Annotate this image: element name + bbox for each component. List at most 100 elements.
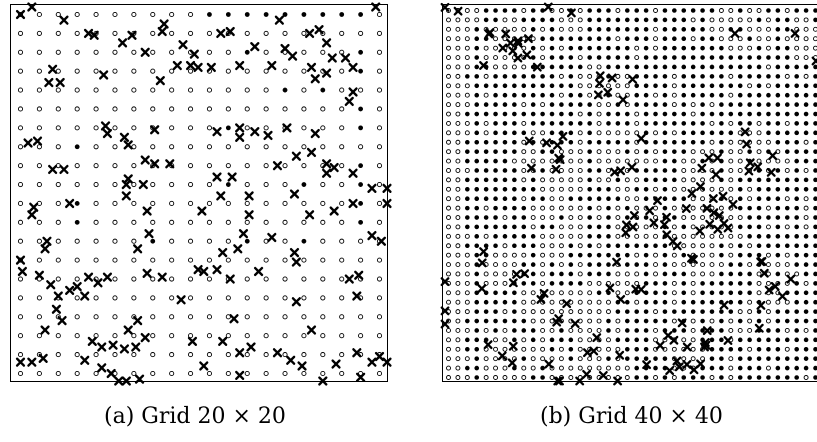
cross-marker [730,29,740,38]
empty-node [709,243,715,249]
empty-node [549,233,555,239]
cross-marker [155,76,165,86]
empty-node [17,314,24,320]
empty-node [558,17,564,23]
empty-node [521,8,527,13]
empty-node [596,215,602,220]
filled-node [643,64,649,70]
empty-node [587,337,593,343]
empty-node [188,238,194,244]
filled-node [549,92,555,98]
filled-node [643,215,649,220]
empty-node [577,111,583,117]
filled-node [690,27,696,32]
empty-node [615,215,621,220]
empty-node [577,327,583,333]
filled-node [483,309,489,314]
filled-node [615,17,621,23]
empty-node [747,262,753,268]
filled-node [624,262,630,267]
filled-node [747,234,752,239]
filled-node [559,271,564,277]
empty-node [17,276,24,282]
filled-node [465,243,470,249]
filled-node [662,149,668,154]
empty-node [540,158,546,164]
filled-node [719,74,724,79]
cross-marker [371,2,381,12]
empty-node [464,26,470,32]
empty-node [671,252,677,258]
filled-node [643,356,649,361]
cross-marker [291,151,301,161]
filled-node [653,121,658,126]
empty-node [244,333,250,339]
filled-node [596,186,602,192]
empty-node [634,252,640,258]
empty-node [455,111,461,117]
empty-node [606,365,611,371]
empty-node [455,205,461,211]
filled-node [794,186,799,192]
cross-marker [348,168,358,178]
empty-node [700,205,706,211]
empty-node [93,295,99,301]
empty-node [502,17,508,23]
empty-node [794,36,800,42]
empty-node [653,130,658,136]
empty-node [737,327,743,333]
empty-node [577,17,583,23]
filled-node [512,337,517,343]
filled-node [512,8,517,13]
filled-node [775,17,781,23]
filled-node [624,139,630,145]
filled-node [474,27,480,32]
filled-node [747,337,752,343]
empty-node [587,309,593,315]
filled-node [813,158,817,164]
filled-node [681,281,687,286]
filled-node [493,328,498,333]
empty-node [728,17,734,23]
filled-node [756,111,762,117]
empty-node [530,309,536,315]
empty-node [55,144,61,150]
filled-node [465,139,470,145]
empty-node [784,36,790,42]
filled-node [74,201,80,206]
filled-node [301,238,307,244]
filled-node [690,92,696,98]
filled-node [794,111,799,117]
empty-node [671,83,677,89]
filled-node [775,309,781,314]
empty-node [803,139,809,145]
empty-node [188,182,194,188]
filled-node [681,271,687,277]
cross-marker [97,363,107,373]
filled-node [474,186,480,192]
empty-node [455,262,461,268]
empty-node [549,309,555,315]
empty-node [301,68,307,74]
filled-node [606,111,611,117]
empty-node [225,163,231,169]
empty-node [282,238,288,244]
empty-node [558,290,564,296]
cross-marker [607,73,617,83]
empty-node [74,352,80,358]
empty-node [784,168,790,173]
empty-node [558,168,564,173]
filled-node [474,271,480,277]
empty-node [643,158,649,164]
filled-node [596,8,602,13]
cross-marker [27,2,37,12]
empty-node [634,120,640,126]
filled-node [587,234,592,239]
empty-node [320,370,326,377]
filled-node [756,243,762,249]
empty-node [756,290,762,296]
empty-node [36,238,42,244]
empty-node [615,36,621,42]
empty-node [794,55,800,61]
empty-node [747,17,753,23]
